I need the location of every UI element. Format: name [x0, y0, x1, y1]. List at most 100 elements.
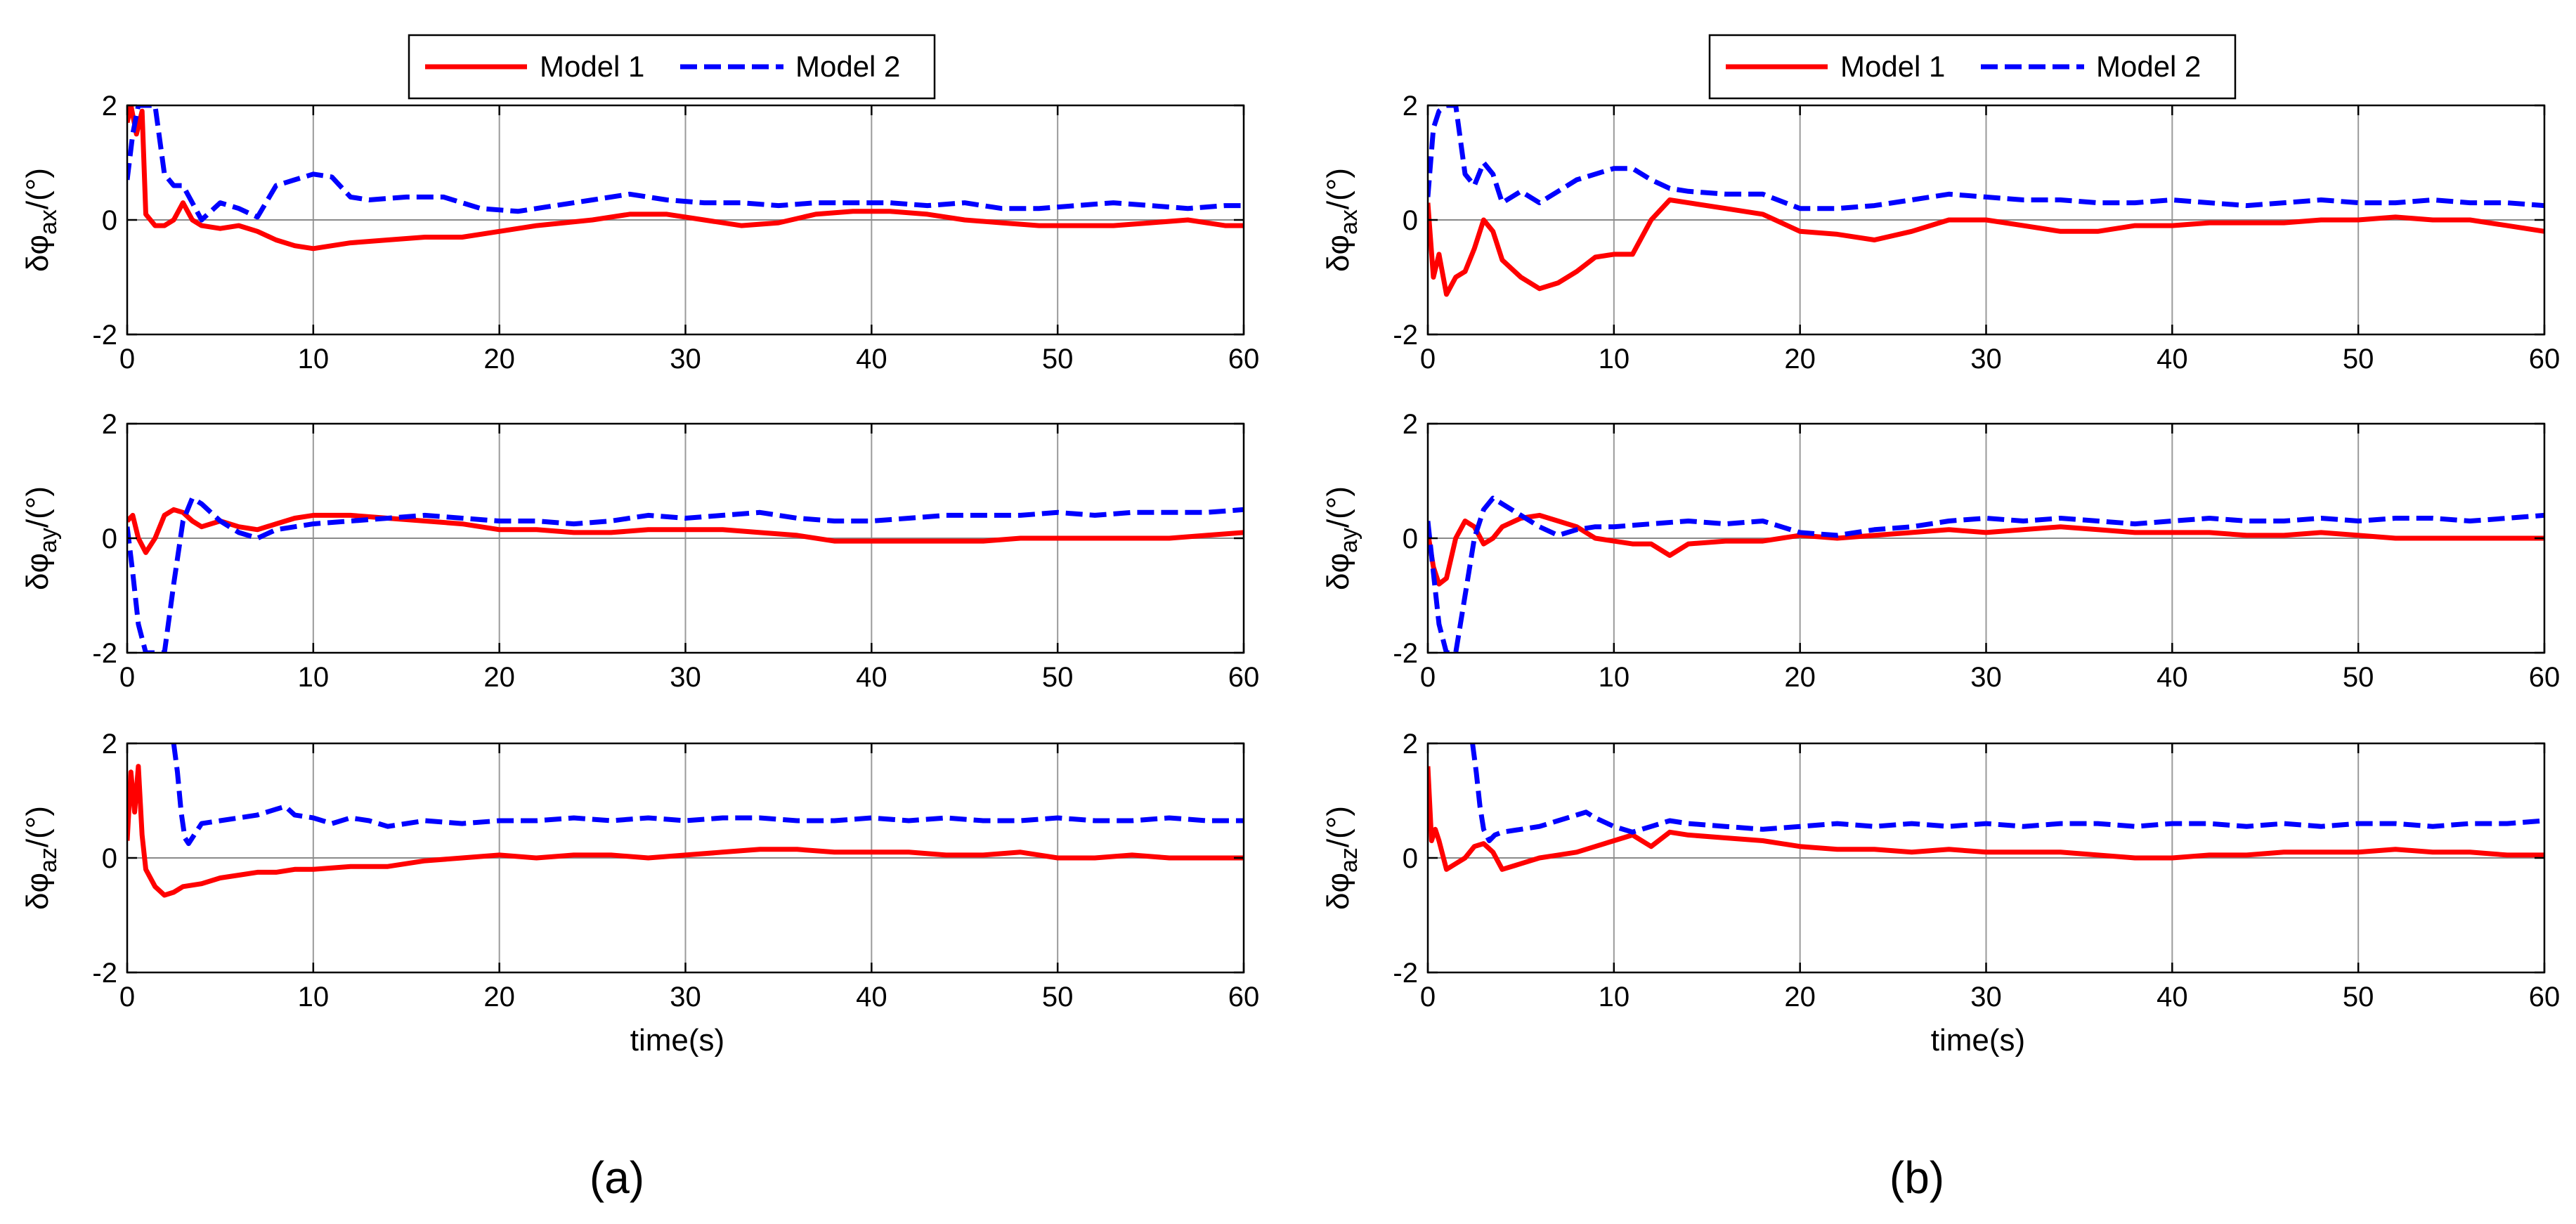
- y-axis-label-main: δφ: [20, 873, 55, 910]
- x-tick-label: 60: [1228, 344, 1260, 375]
- x-tick-label: 20: [1784, 344, 1816, 375]
- legend-b: Model 1 Model 2: [1708, 34, 2237, 100]
- x-tick-label: 10: [1599, 662, 1630, 693]
- x-tick-label: 0: [1420, 344, 1436, 375]
- y-tick-label: 2: [1403, 91, 1418, 122]
- series-line-model-1: [1428, 197, 2544, 297]
- x-tick-label: 30: [670, 982, 701, 1013]
- y-axis-label-unit: /(°): [1321, 486, 1355, 528]
- x-tick-label: 60: [2529, 344, 2561, 375]
- x-axis-label-b: time(s): [1931, 1023, 2025, 1057]
- y-tick-label: -2: [92, 320, 117, 351]
- y-tick-label: 0: [1403, 843, 1418, 874]
- x-tick-label: 60: [2529, 662, 2561, 693]
- y-tick-label: 2: [1403, 729, 1418, 760]
- x-tick-label: 40: [2157, 662, 2188, 693]
- series-line-model-2: [1428, 105, 2544, 211]
- legend-a: Model 1 Model 2: [408, 34, 936, 100]
- series-line-model-2: [171, 743, 1244, 847]
- x-tick-label: 30: [1970, 662, 2002, 693]
- x-tick-label: 0: [1420, 662, 1436, 693]
- y-axis-label-subscript: ay: [35, 528, 62, 553]
- x-tick-label: 30: [1970, 344, 2002, 375]
- x-tick-label: 20: [1784, 982, 1816, 1013]
- y-axis-label-subscript: az: [1336, 847, 1362, 873]
- y-tick-label: -2: [92, 638, 117, 669]
- x-tick-label: 50: [2343, 982, 2374, 1013]
- series-line-model-1: [1428, 766, 2544, 872]
- y-axis-label: δφaz/(°): [20, 806, 62, 910]
- y-tick-label: 2: [102, 91, 117, 122]
- series-line-model-1: [127, 105, 1244, 252]
- y-tick-label: 2: [1403, 409, 1418, 440]
- series-line-model-2: [1470, 743, 2544, 843]
- y-tick-label: -2: [1393, 958, 1418, 989]
- x-tick-label: 10: [1599, 344, 1630, 375]
- x-tick-label: 10: [1599, 982, 1630, 1013]
- series-line-model-2: [127, 495, 1244, 653]
- x-tick-label: 40: [856, 662, 887, 693]
- series-line-model-1: [127, 764, 1244, 898]
- x-tick-label: 50: [1042, 982, 1074, 1013]
- y-axis-label-main: δφ: [1321, 873, 1355, 910]
- y-axis-label: δφay/(°): [1321, 486, 1362, 590]
- x-tick-label: 60: [1228, 662, 1260, 693]
- series-line-model-1: [1428, 512, 2544, 587]
- y-axis-label-unit: /(°): [20, 806, 55, 847]
- y-tick-label: 0: [102, 523, 117, 554]
- y-axis-label-main: δφ: [20, 235, 55, 272]
- x-tick-label: 10: [298, 344, 330, 375]
- y-tick-label: -2: [92, 958, 117, 989]
- panel-caption-a: (a): [590, 1152, 644, 1203]
- y-axis-label-unit: /(°): [1321, 168, 1355, 209]
- y-axis-label: δφay/(°): [20, 486, 62, 590]
- y-axis-label-main: δφ: [1321, 553, 1355, 590]
- y-axis-label-subscript: az: [35, 847, 62, 873]
- x-axis-label-a: time(s): [630, 1023, 724, 1057]
- x-tick-label: 60: [1228, 982, 1260, 1013]
- y-tick-label: -2: [1393, 638, 1418, 669]
- x-tick-label: 20: [483, 662, 515, 693]
- legend-label-model-1: Model 1: [1840, 50, 1945, 83]
- x-tick-label: 10: [298, 662, 330, 693]
- x-tick-label: 50: [2343, 662, 2374, 693]
- x-tick-label: 50: [2343, 344, 2374, 375]
- y-axis-label-subscript: ax: [35, 209, 62, 235]
- x-tick-label: 40: [856, 344, 887, 375]
- y-tick-label: 0: [1403, 523, 1418, 554]
- y-axis-label: δφaz/(°): [1321, 806, 1362, 910]
- y-axis-label-unit: /(°): [1321, 806, 1355, 847]
- series-line-model-1: [127, 507, 1244, 555]
- x-tick-label: 30: [1970, 982, 2002, 1013]
- y-axis-label: δφax/(°): [1321, 168, 1362, 272]
- x-tick-label: 30: [670, 662, 701, 693]
- y-tick-label: 0: [102, 843, 117, 874]
- x-tick-label: 0: [119, 344, 135, 375]
- x-tick-label: 40: [2157, 982, 2188, 1013]
- y-tick-label: 2: [102, 729, 117, 760]
- y-tick-label: 0: [1403, 205, 1418, 236]
- panel-caption-b: (b): [1889, 1152, 1944, 1203]
- y-axis-label-subscript: ay: [1336, 528, 1362, 553]
- legend-label-model-2: Model 2: [795, 50, 900, 83]
- series-line-model-2: [127, 105, 1244, 223]
- y-tick-label: 2: [102, 409, 117, 440]
- series-line-model-2: [1428, 495, 2544, 653]
- legend-label-model-2: Model 2: [2096, 50, 2201, 83]
- x-tick-label: 40: [856, 982, 887, 1013]
- x-tick-label: 20: [1784, 662, 1816, 693]
- y-tick-label: 0: [102, 205, 117, 236]
- x-tick-label: 0: [1420, 982, 1436, 1013]
- x-tick-label: 10: [298, 982, 330, 1013]
- y-tick-label: -2: [1393, 320, 1418, 351]
- y-axis-label-unit: /(°): [20, 168, 55, 209]
